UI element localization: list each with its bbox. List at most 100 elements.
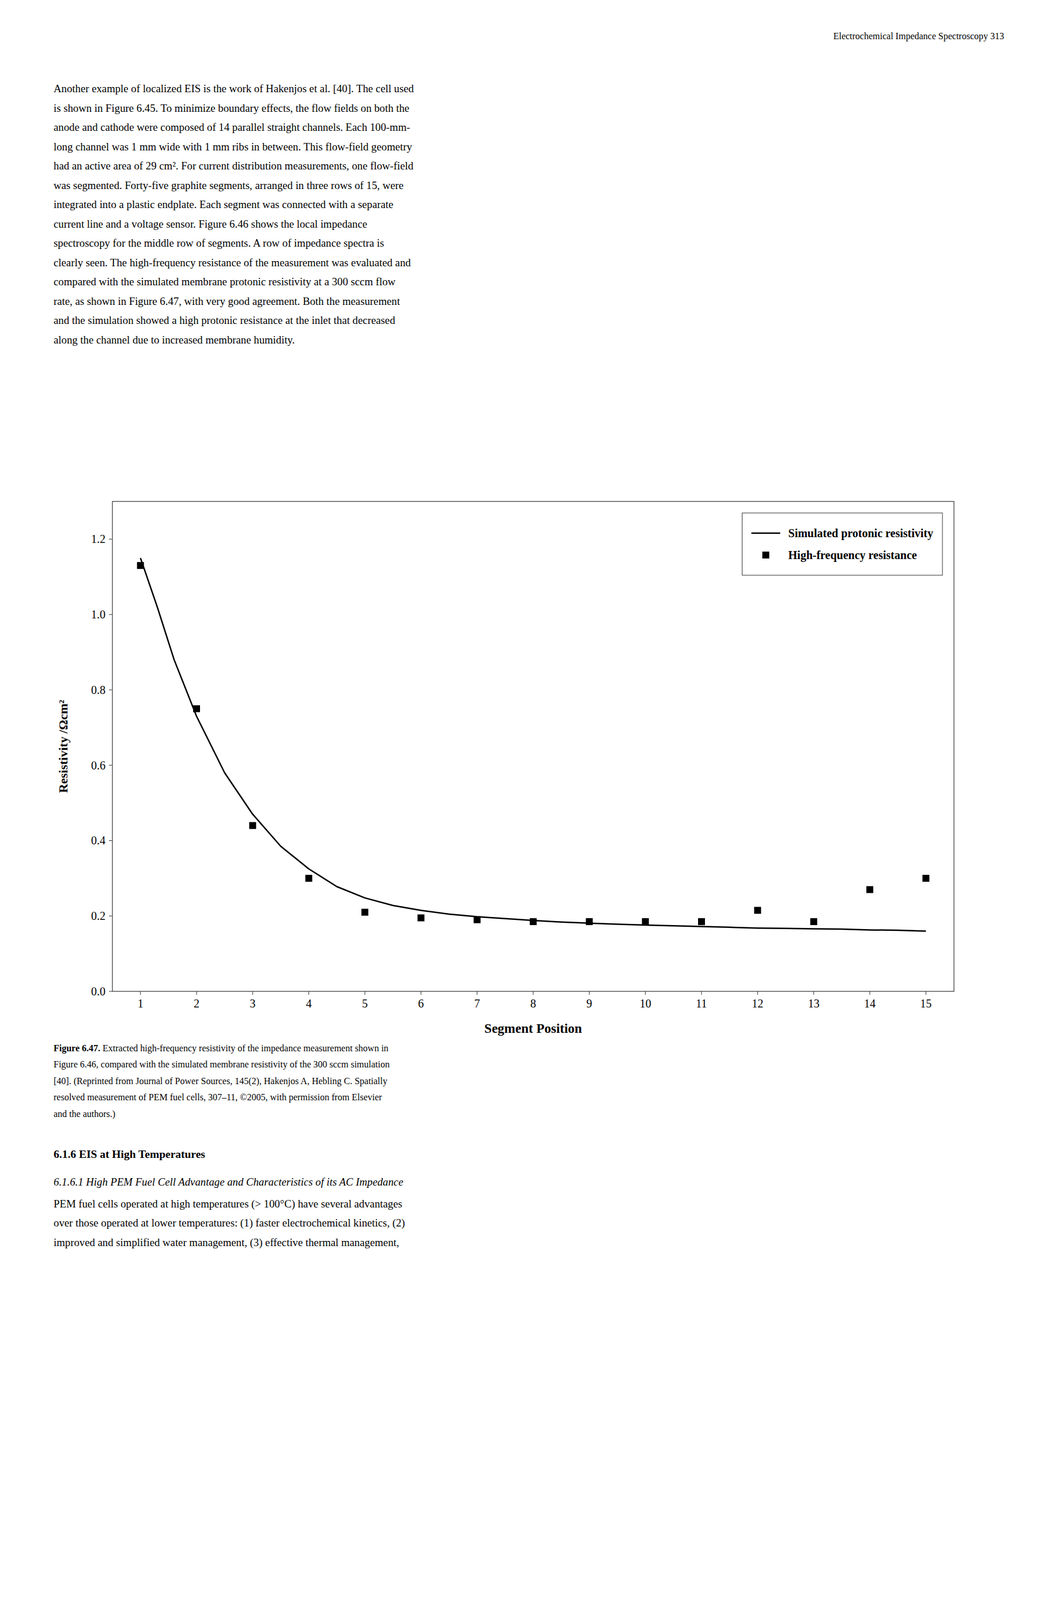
y-tick-label: 0.6 bbox=[91, 759, 106, 772]
body-text: Another example of localized EIS is the … bbox=[53, 82, 415, 95]
body-text: improved and simplified water management… bbox=[53, 1236, 399, 1250]
y-tick-label: 0.0 bbox=[91, 985, 106, 998]
header: Electrochemical Impedance Spectroscopy 3… bbox=[833, 31, 1005, 42]
x-tick-label: 3 bbox=[249, 997, 256, 1010]
y-tick-label: 1.2 bbox=[91, 532, 106, 546]
x-tick bbox=[196, 991, 198, 995]
body-text: over those operated at lower temperature… bbox=[53, 1216, 406, 1230]
x-tick bbox=[364, 991, 366, 995]
x-tick-label: 14 bbox=[864, 997, 876, 1010]
legend-line bbox=[751, 532, 781, 535]
legend-label: High-frequency resistance bbox=[788, 548, 918, 563]
point bbox=[249, 821, 256, 829]
x-tick bbox=[533, 991, 534, 995]
x-tick bbox=[140, 991, 141, 995]
body-text: long channel was 1 mm wide with 1 mm rib… bbox=[53, 140, 413, 153]
body-text: along the channel due to increased membr… bbox=[53, 333, 295, 346]
caption-text: [40]. (Reprinted from Journal of Power S… bbox=[53, 1076, 388, 1087]
y-tick bbox=[108, 840, 113, 841]
x-tick bbox=[476, 991, 478, 995]
x-tick-label: 4 bbox=[306, 997, 312, 1010]
x-tick-label: 12 bbox=[751, 997, 764, 1010]
y-tick-label: 0.4 bbox=[91, 834, 106, 847]
point bbox=[305, 875, 313, 882]
point bbox=[529, 918, 537, 926]
point bbox=[361, 909, 369, 916]
y-tick bbox=[108, 538, 113, 540]
background bbox=[0, 0, 1056, 1600]
x-tick-label: 8 bbox=[530, 997, 537, 1010]
x-tick-label: 13 bbox=[808, 997, 820, 1010]
body-text: was segmented. Forty-five graphite segme… bbox=[53, 179, 404, 192]
body-text: is shown in Figure 6.45. To minimize bou… bbox=[53, 102, 410, 115]
x-tick bbox=[252, 991, 254, 995]
x-tick-label: 6 bbox=[417, 997, 424, 1010]
x-tick bbox=[869, 991, 871, 995]
x-tick-label: 7 bbox=[474, 997, 481, 1010]
body-text: and the simulation showed a high protoni… bbox=[53, 314, 396, 327]
y-tick bbox=[108, 689, 113, 690]
legend-marker bbox=[762, 551, 770, 559]
line-series bbox=[140, 557, 927, 931]
x-tick bbox=[813, 991, 814, 995]
body-text: had an active area of 29 cm². For curren… bbox=[53, 159, 414, 172]
body-text: anode and cathode were composed of 14 pa… bbox=[53, 121, 411, 134]
x-tick-label: 2 bbox=[193, 997, 200, 1010]
point bbox=[193, 705, 201, 713]
point bbox=[810, 918, 818, 926]
y-tick bbox=[108, 991, 113, 993]
x-tick bbox=[925, 991, 927, 995]
x-tick bbox=[701, 991, 703, 995]
subsection-heading: 6.1.6.1 High PEM Fuel Cell Advantage and… bbox=[53, 1175, 404, 1188]
x-tick bbox=[757, 991, 758, 995]
y-tick bbox=[108, 614, 113, 616]
x-tick-label: 10 bbox=[639, 997, 652, 1010]
x-tick-label: 9 bbox=[586, 997, 592, 1010]
chart: 1234567891011121314150.00.20.40.60.81.01… bbox=[55, 501, 954, 1036]
x-tick-label: 11 bbox=[695, 997, 707, 1010]
x-tick bbox=[308, 991, 309, 995]
x-tick-label: 5 bbox=[361, 997, 368, 1010]
plot-frame bbox=[112, 501, 954, 992]
point bbox=[753, 906, 761, 914]
body-text: rate, as shown in Figure 6.47, with very… bbox=[53, 295, 401, 308]
point bbox=[417, 914, 425, 922]
point bbox=[698, 918, 705, 926]
y-tick-label: 0.2 bbox=[91, 909, 106, 923]
point bbox=[642, 918, 650, 926]
body-text: PEM fuel cells operated at high temperat… bbox=[53, 1197, 403, 1211]
x-tick-label: 15 bbox=[919, 997, 932, 1010]
y-tick bbox=[108, 764, 113, 766]
legend-label: Simulated protonic resistivity bbox=[788, 526, 934, 541]
y-tick-label: 1.0 bbox=[91, 608, 106, 621]
body-text: integrated into a plastic endplate. Each… bbox=[53, 198, 394, 211]
point bbox=[473, 916, 481, 924]
caption-text: Figure 6.46, compared with the simulated… bbox=[53, 1059, 390, 1070]
caption-label: Figure 6.47. bbox=[53, 1043, 101, 1054]
caption: Figure 6.47. Extracted high-frequency re… bbox=[53, 1043, 389, 1054]
y-axis-label: Resistivity /Ωcm² bbox=[55, 699, 71, 794]
y-tick bbox=[108, 915, 113, 917]
x-axis-label: Segment Position bbox=[484, 1021, 583, 1036]
point bbox=[922, 875, 930, 882]
body-text: spectroscopy for the middle row of segme… bbox=[53, 236, 384, 250]
caption-text: resolved measurement of PEM fuel cells, … bbox=[53, 1092, 383, 1103]
point bbox=[866, 885, 874, 893]
y-tick-label: 0.8 bbox=[91, 683, 106, 697]
x-tick bbox=[589, 991, 590, 995]
point bbox=[585, 918, 593, 926]
x-tick-label: 1 bbox=[137, 997, 144, 1010]
x-tick bbox=[420, 991, 422, 995]
caption-text: and the authors.) bbox=[53, 1109, 116, 1120]
body-text: clearly seen. The high-frequency resista… bbox=[53, 256, 411, 269]
page: Electrochemical Impedance Spectroscopy 3… bbox=[0, 0, 1056, 1600]
legend: Simulated protonic resistivity High-frequ… bbox=[742, 513, 943, 576]
plot-marks bbox=[137, 557, 930, 931]
body-text: compared with the simulated membrane pro… bbox=[53, 275, 396, 288]
point bbox=[137, 562, 145, 569]
section-heading: 6.1.6 EIS at High Temperatures bbox=[53, 1148, 206, 1161]
body-text: current line and a voltage sensor. Figur… bbox=[53, 217, 368, 230]
x-tick bbox=[645, 991, 646, 995]
legend-frame bbox=[742, 513, 943, 576]
caption-text: Extracted high-frequency resistivity of … bbox=[100, 1043, 389, 1054]
